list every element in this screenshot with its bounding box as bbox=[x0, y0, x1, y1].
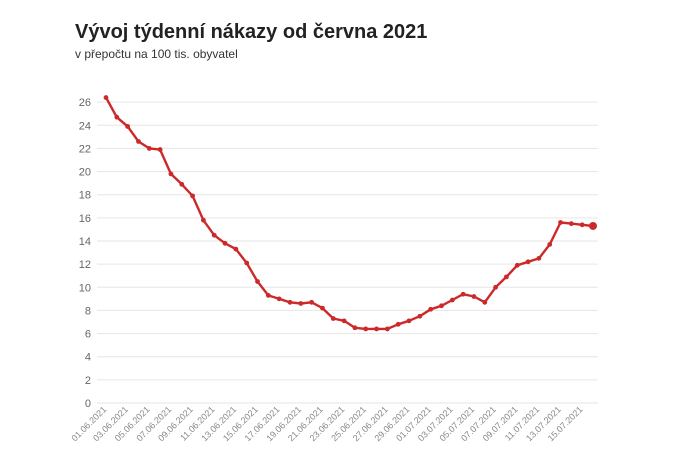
data-point[interactable] bbox=[309, 299, 315, 305]
data-point[interactable] bbox=[136, 139, 141, 144]
data-point[interactable] bbox=[179, 181, 185, 187]
data-point[interactable] bbox=[514, 262, 520, 268]
data-point[interactable] bbox=[449, 297, 455, 303]
data-point[interactable] bbox=[374, 326, 379, 332]
y-tick-label: 6 bbox=[85, 329, 91, 341]
y-tick-label: 24 bbox=[79, 120, 91, 132]
y-tick-label: 18 bbox=[79, 190, 91, 202]
y-tick-label: 4 bbox=[85, 352, 91, 364]
y-tick-label: 8 bbox=[85, 305, 91, 317]
data-point[interactable] bbox=[320, 305, 325, 311]
data-point[interactable] bbox=[384, 326, 390, 332]
data-point[interactable] bbox=[439, 303, 444, 309]
data-point[interactable] bbox=[168, 171, 174, 177]
y-tick-label: 0 bbox=[85, 398, 91, 410]
data-point[interactable] bbox=[157, 147, 163, 152]
data-point[interactable] bbox=[417, 313, 423, 319]
y-tick-label: 26 bbox=[79, 97, 91, 109]
data-point[interactable] bbox=[525, 259, 531, 265]
y-tick-label: 14 bbox=[79, 236, 91, 248]
chart-title: Vývoj týdenní nákazy od června 2021 bbox=[75, 21, 428, 43]
grid-lines bbox=[97, 101, 598, 404]
data-point[interactable] bbox=[482, 299, 488, 305]
data-point[interactable] bbox=[244, 260, 250, 266]
y-tick-label: 20 bbox=[79, 167, 91, 179]
data-point[interactable] bbox=[255, 279, 260, 284]
data-point[interactable] bbox=[406, 318, 412, 324]
data-point[interactable] bbox=[547, 242, 553, 247]
data-point[interactable] bbox=[146, 146, 152, 151]
y-tick-label: 16 bbox=[79, 213, 91, 225]
data-point[interactable] bbox=[504, 274, 509, 280]
data-point[interactable] bbox=[363, 326, 369, 332]
data-point[interactable] bbox=[579, 222, 585, 228]
data-point[interactable] bbox=[125, 124, 131, 129]
data-point[interactable] bbox=[103, 95, 109, 100]
data-point[interactable] bbox=[395, 321, 401, 327]
series-group bbox=[103, 95, 597, 332]
data-point[interactable] bbox=[558, 220, 563, 225]
data-point[interactable] bbox=[460, 291, 466, 297]
data-point[interactable] bbox=[222, 240, 228, 246]
data-point[interactable] bbox=[265, 292, 271, 298]
data-point[interactable] bbox=[568, 221, 574, 227]
data-point[interactable] bbox=[493, 284, 498, 290]
data-point[interactable] bbox=[298, 301, 304, 306]
data-point[interactable] bbox=[428, 306, 434, 312]
y-tick-label: 2 bbox=[85, 375, 91, 387]
data-point[interactable] bbox=[201, 217, 206, 223]
data-point[interactable] bbox=[341, 318, 347, 324]
data-point-last[interactable] bbox=[589, 221, 597, 230]
data-point[interactable] bbox=[287, 299, 293, 305]
x-axis-ticks: 01.06.202103.06.202105.06.202107.06.2021… bbox=[69, 404, 584, 443]
chart-subtitle: v přepočtu na 100 tis. obyvatel bbox=[75, 47, 238, 61]
data-point[interactable] bbox=[471, 294, 477, 299]
y-tick-label: 22 bbox=[79, 143, 91, 155]
data-point[interactable] bbox=[114, 114, 120, 120]
data-point[interactable] bbox=[211, 232, 217, 238]
data-point[interactable] bbox=[233, 246, 239, 252]
data-point[interactable] bbox=[190, 193, 195, 199]
y-tick-label: 10 bbox=[79, 282, 91, 294]
y-tick-label: 12 bbox=[79, 259, 91, 271]
data-point[interactable] bbox=[536, 255, 542, 261]
data-point[interactable] bbox=[276, 296, 282, 302]
data-point[interactable] bbox=[330, 316, 336, 321]
series-line bbox=[104, 96, 595, 331]
data-point[interactable] bbox=[352, 325, 358, 331]
